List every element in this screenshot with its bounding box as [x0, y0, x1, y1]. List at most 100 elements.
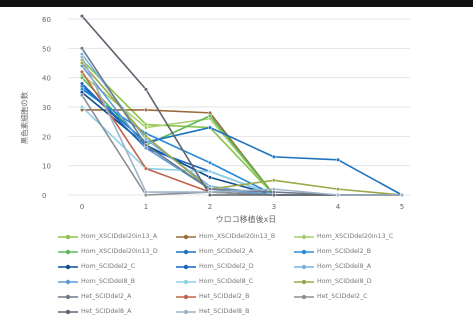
legend-label: Hom_SCIDdel8_B — [81, 278, 136, 285]
legend-item: Hom_SCIDdel8_A — [294, 263, 371, 271]
x-axis-label: ウロコ移植後x日 — [216, 214, 277, 224]
data-point — [79, 104, 85, 110]
legend-label: Het_SCIDdel2_A — [81, 293, 132, 300]
legend-item: Hom_SCIDdel2_B — [294, 248, 371, 256]
data-point — [143, 125, 149, 130]
x-tick-label: 3 — [272, 203, 276, 211]
legend-swatch — [294, 249, 314, 255]
data-point — [207, 190, 213, 195]
legend-label: Hom_XSCIDdel20in13_C — [317, 233, 394, 240]
y-tick-label: 60 — [42, 16, 51, 24]
legend-swatch — [294, 234, 314, 240]
legend-item: Het_SCIDdel2_B — [176, 293, 249, 301]
data-point — [79, 93, 85, 98]
legend-item: Het_SCIDdel2_C — [294, 293, 368, 301]
legend-item: Het_SCIDdel8_A — [58, 308, 131, 316]
series-line — [81, 71, 402, 196]
data-point — [207, 113, 213, 118]
legend-label: Het_SCIDdel8_A — [81, 308, 132, 315]
data-point — [271, 178, 277, 183]
legend-item: Hom_SCIDdel2_D — [176, 263, 254, 271]
series-line — [81, 62, 403, 196]
legend-label: Het_SCIDdel8_B — [199, 308, 250, 315]
line-chart: 0 10 20 30 40 50 60 0 1 2 3 4 5 ウロコ移植後x日 黒色素細胞の数 — [19, 14, 410, 224]
y-axis-ticks: 0 10 20 30 40 50 60 — [42, 16, 51, 200]
legend-label: Het_SCIDdel2_B — [199, 293, 250, 300]
legend-swatch — [176, 309, 196, 315]
legend-label: Hom_SCIDdel8_C — [199, 278, 254, 285]
legend-swatch — [176, 294, 196, 300]
legend-item: Hom_XSCIDdel20in13_A — [58, 233, 157, 241]
legend-item: Hom_SCIDdel8_B — [58, 278, 135, 286]
series-Het_SCIDdel2_B — [79, 69, 405, 198]
legend-swatch — [58, 309, 78, 315]
legend-swatch — [294, 279, 314, 285]
legend-item: Het_SCIDdel2_A — [58, 293, 131, 301]
legend-item: Hom_SCIDdel8_D — [294, 278, 372, 286]
series-Hom_SCIDdel8_A — [79, 52, 405, 198]
legend-item: Hom_SCIDdel8_C — [176, 278, 253, 286]
series-line — [81, 56, 402, 196]
legend-swatch — [294, 294, 314, 300]
legend-label: Hom_SCIDdel2_C — [81, 263, 136, 270]
legend-swatch — [58, 234, 78, 240]
legend-label: Hom_XSCIDdel20in13_A — [81, 233, 158, 240]
legend-swatch — [58, 264, 78, 270]
y-axis-label: 黒色素細胞の数 — [19, 91, 29, 144]
legend-swatch — [176, 279, 196, 285]
legend-swatch — [58, 279, 78, 285]
data-point — [79, 75, 85, 80]
legend-swatch — [58, 294, 78, 300]
x-tick-label: 5 — [400, 203, 404, 211]
x-tick-label: 0 — [80, 203, 84, 211]
data-point — [79, 14, 85, 19]
series-Het_SCIDdel2_C — [79, 93, 405, 198]
series-line — [81, 53, 402, 196]
legend-swatch — [176, 264, 196, 270]
legend-label: Hom_SCIDdel2_A — [199, 248, 254, 255]
top-bar — [0, 0, 473, 7]
legend-label: Hom_SCIDdel2_D — [199, 263, 254, 270]
y-tick-label: 40 — [42, 75, 51, 83]
series-line — [81, 74, 402, 196]
data-point — [335, 192, 341, 198]
legend-label: Het_SCIDdel2_C — [317, 293, 368, 300]
data-point — [143, 87, 149, 92]
legend-swatch — [294, 264, 314, 270]
series-Hom_SCIDdel2_A — [79, 84, 405, 198]
data-point — [79, 46, 85, 51]
series-line — [81, 85, 403, 196]
legend-item: Hom_XSCIDdel20in13_D — [58, 248, 158, 256]
data-point — [79, 55, 85, 60]
data-point — [207, 160, 213, 165]
series-lines — [79, 14, 405, 198]
data-point — [335, 157, 341, 162]
legend-label: Hom_XSCIDdel20in13_B — [199, 233, 276, 240]
legend-item: Hom_XSCIDdel20in13_B — [176, 233, 275, 241]
data-point — [143, 166, 149, 171]
data-point — [271, 192, 277, 198]
data-point — [271, 187, 277, 192]
x-axis-ticks: 0 1 2 3 4 5 — [80, 203, 404, 211]
data-point — [79, 81, 85, 86]
legend-item: Hom_XSCIDdel20in13_C — [294, 233, 393, 241]
y-tick-label: 30 — [42, 104, 51, 112]
data-point — [399, 192, 405, 198]
gridlines — [68, 18, 410, 196]
y-tick-label: 50 — [42, 45, 51, 53]
data-point — [143, 190, 149, 195]
legend-label: Hom_SCIDdel8_D — [317, 278, 372, 285]
legend-label: Hom_SCIDdel2_B — [317, 248, 372, 255]
x-tick-label: 4 — [336, 203, 341, 211]
legend-item: Het_SCIDdel8_B — [176, 308, 249, 316]
data-point — [79, 60, 85, 66]
data-point — [143, 143, 149, 148]
data-point — [335, 187, 341, 192]
data-point — [79, 69, 85, 74]
legend-label: Hom_SCIDdel8_A — [317, 263, 372, 270]
legend-item: Hom_SCIDdel2_C — [58, 263, 135, 271]
data-point — [207, 125, 213, 130]
data-point — [207, 169, 213, 174]
series-Hom_SCIDdel8_D — [79, 60, 405, 198]
y-tick-label: 10 — [42, 163, 51, 171]
